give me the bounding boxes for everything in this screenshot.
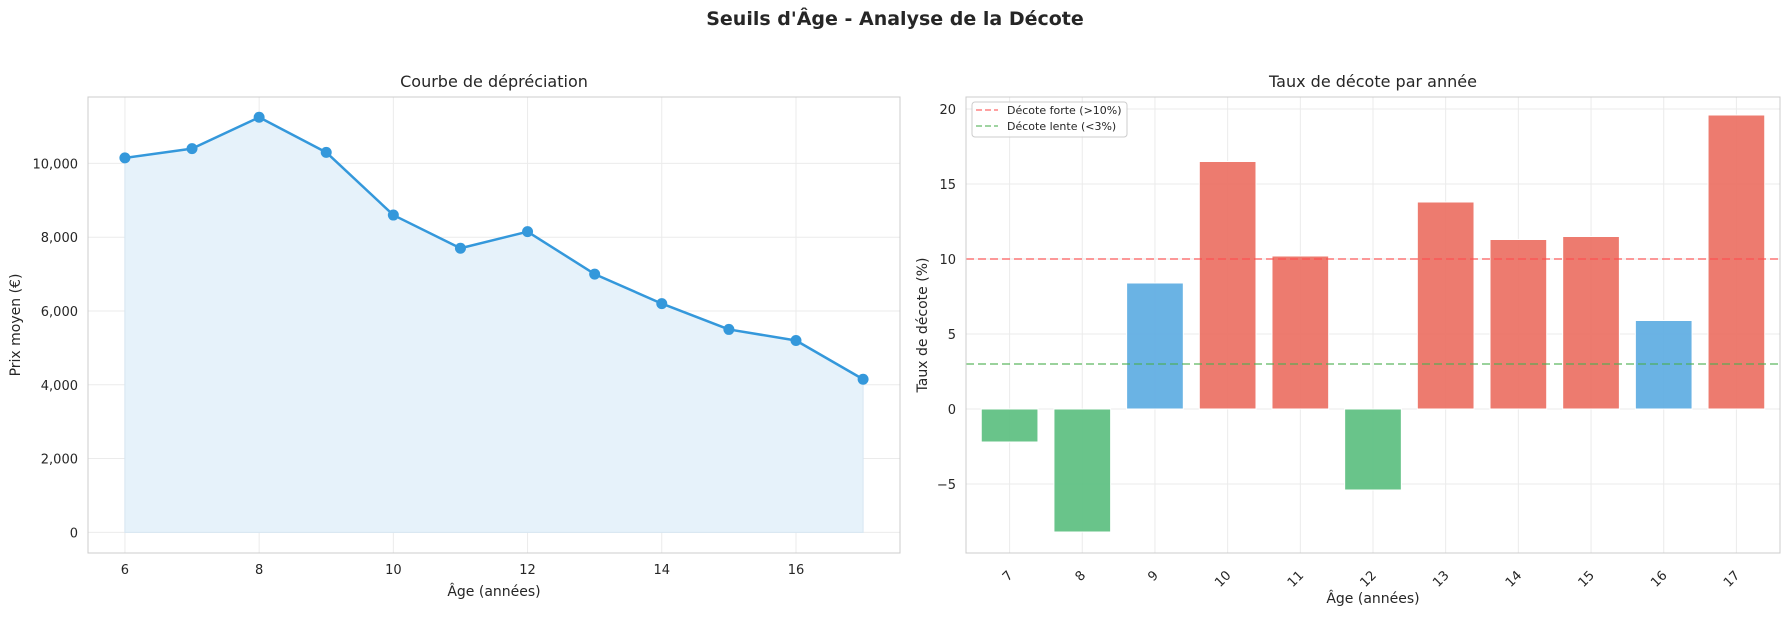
right-y-tick-label: 5 bbox=[948, 328, 956, 343]
right-bar bbox=[1344, 408, 1402, 491]
left-x-tick-label: 14 bbox=[653, 563, 670, 578]
right-chart-y-ticks: −5 0 5 10 15 20 bbox=[937, 103, 956, 493]
left-chart-line bbox=[124, 116, 864, 381]
left-data-point bbox=[656, 298, 668, 310]
right-x-tick-label: 17 bbox=[1721, 568, 1743, 590]
right-x-tick-label: 9 bbox=[1145, 568, 1161, 584]
right-x-tick-label: 11 bbox=[1285, 568, 1307, 590]
depreciation-line-chart: Courbe de dépréciation 6 8 10 12 14 16 0 2,000… bbox=[8, 72, 901, 600]
left-y-tick-label: 6,000 bbox=[41, 305, 78, 320]
left-chart-frame bbox=[87, 96, 901, 554]
right-chart-x-ticks: 7 8 9 10 11 12 13 14 15 16 17 bbox=[1000, 568, 1743, 590]
left-data-point bbox=[589, 268, 601, 280]
left-x-tick-label: 16 bbox=[788, 563, 805, 578]
left-data-point bbox=[522, 226, 534, 238]
left-data-point bbox=[857, 373, 869, 385]
left-data-point bbox=[454, 242, 466, 254]
left-data-point bbox=[186, 143, 198, 155]
right-bar bbox=[980, 408, 1039, 443]
right-chart-y-label: Taux de décote (%) bbox=[915, 258, 931, 394]
left-data-point bbox=[790, 334, 802, 346]
right-y-tick-label: 0 bbox=[948, 403, 956, 418]
right-x-tick-label: 12 bbox=[1358, 568, 1380, 590]
decote-bar-chart: Taux de décote par année 7 8 9 10 11 12 13 14 15… bbox=[915, 72, 1781, 607]
right-chart-x-label: Âge (années) bbox=[1326, 589, 1419, 607]
left-data-point bbox=[119, 152, 131, 164]
right-x-tick-label: 16 bbox=[1648, 568, 1670, 590]
right-bar bbox=[1126, 282, 1184, 410]
right-x-tick-label: 10 bbox=[1212, 568, 1234, 590]
right-y-tick-label: 20 bbox=[939, 103, 956, 118]
legend-box bbox=[971, 101, 1128, 138]
legend-label-slow: Décote lente (<3%) bbox=[1007, 120, 1116, 133]
right-y-tick-label: 15 bbox=[939, 178, 956, 193]
left-data-point bbox=[387, 209, 399, 221]
right-x-tick-label: 8 bbox=[1073, 568, 1089, 584]
right-x-tick-label: 15 bbox=[1576, 568, 1598, 590]
right-bar bbox=[1053, 408, 1112, 533]
left-series-line bbox=[124, 116, 864, 381]
right-x-tick-label: 7 bbox=[1000, 568, 1016, 584]
left-data-point bbox=[320, 146, 332, 158]
right-bar bbox=[1562, 236, 1620, 410]
right-bar bbox=[1707, 114, 1766, 410]
figure-title: Seuils d'Âge - Analyse de la Décote bbox=[706, 8, 1084, 30]
right-bar bbox=[1271, 255, 1330, 410]
left-chart-x-label: Âge (années) bbox=[447, 582, 540, 600]
left-x-tick-label: 12 bbox=[519, 563, 536, 578]
right-bar bbox=[1489, 239, 1548, 410]
right-chart-title: Taux de décote par année bbox=[1268, 72, 1477, 91]
left-y-tick-label: 2,000 bbox=[41, 453, 78, 468]
right-chart-threshold-lines bbox=[966, 258, 1780, 365]
right-y-tick-label: 10 bbox=[939, 253, 956, 268]
left-data-point bbox=[253, 111, 265, 123]
right-chart-frame bbox=[965, 96, 1781, 554]
right-x-tick-label: 13 bbox=[1430, 568, 1452, 590]
right-bar bbox=[1416, 201, 1475, 410]
right-x-tick-label: 14 bbox=[1503, 568, 1525, 590]
right-chart-bars bbox=[980, 114, 1766, 533]
left-data-point bbox=[723, 323, 735, 335]
right-bar bbox=[1198, 161, 1257, 410]
right-chart-legend: Décote forte (>10%) Décote lente (<3%) bbox=[971, 101, 1128, 138]
left-chart-points bbox=[119, 111, 869, 385]
left-chart-x-ticks: 6 8 10 12 14 16 bbox=[121, 563, 804, 578]
left-y-tick-label: 8,000 bbox=[41, 231, 78, 246]
left-x-tick-label: 8 bbox=[255, 563, 263, 578]
left-chart-y-label: Prix moyen (€) bbox=[8, 274, 24, 377]
left-y-tick-label: 10,000 bbox=[33, 157, 79, 172]
left-x-tick-label: 10 bbox=[385, 563, 402, 578]
legend-label-strong: Décote forte (>10%) bbox=[1007, 104, 1122, 117]
left-chart-title: Courbe de dépréciation bbox=[400, 72, 588, 91]
left-y-tick-label: 4,000 bbox=[41, 379, 78, 394]
left-filled-area bbox=[124, 116, 864, 533]
left-y-tick-label: 0 bbox=[70, 526, 78, 541]
left-chart-y-ticks: 0 2,000 4,000 6,000 8,000 10,000 bbox=[33, 157, 79, 541]
left-chart-area bbox=[124, 116, 864, 533]
right-y-tick-label: −5 bbox=[937, 478, 956, 493]
left-x-tick-label: 6 bbox=[121, 563, 129, 578]
